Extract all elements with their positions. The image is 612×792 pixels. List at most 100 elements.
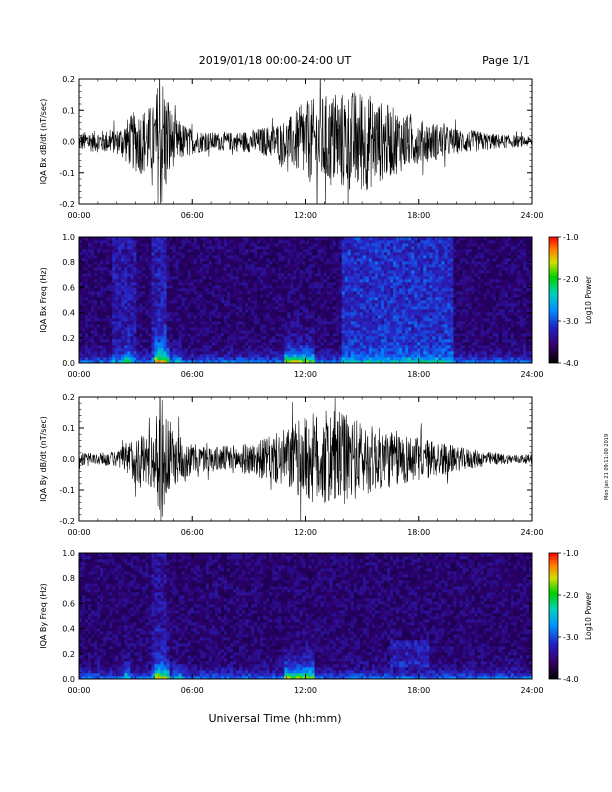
spectrogram-cell [359, 348, 364, 352]
spectrogram-cell [236, 258, 240, 262]
spectrogram-cell [326, 339, 331, 343]
spectrogram-cell [211, 324, 216, 328]
spectrogram-cell [338, 357, 343, 361]
spectrogram-cell [248, 246, 252, 250]
spectrogram-cell [356, 264, 361, 268]
spectrogram-cell [344, 243, 349, 247]
spectrogram-cell [208, 306, 213, 310]
spectrogram-cell [381, 309, 385, 313]
spectrogram-cell [85, 291, 89, 295]
spectrogram-cell [420, 252, 424, 256]
spectrogram-cell [290, 252, 294, 256]
spectrogram-cell [79, 306, 83, 310]
spectrogram-cell [118, 264, 122, 268]
spectrogram-cell [230, 261, 234, 265]
spectrogram-cell [365, 345, 370, 349]
spectrogram-cell [103, 240, 107, 244]
spectrogram-cell [190, 300, 195, 304]
spectrogram-cell [112, 279, 116, 283]
spectrogram-cell [148, 360, 152, 364]
spectrogram-cell [329, 354, 334, 358]
spectrogram-cell [202, 276, 207, 280]
spectrogram-cell [305, 276, 309, 280]
spectrogram-cell [88, 354, 92, 358]
spectrogram-cell [94, 360, 98, 364]
spectrogram-cell [205, 303, 210, 307]
spectrogram-cell [208, 264, 213, 268]
spectrogram-cell [181, 264, 186, 268]
spectrogram-cell [239, 285, 243, 289]
spectrogram-cell [311, 333, 315, 337]
spectrogram-cell [411, 279, 415, 283]
spectrogram-cell [242, 351, 246, 355]
spectrogram-cell [205, 261, 210, 265]
spectrogram-cell [272, 315, 276, 319]
spectrogram-cell [299, 276, 303, 280]
spectrogram-cell [193, 252, 198, 256]
spectrogram-cell [329, 321, 334, 325]
spectrogram-cell [193, 300, 198, 304]
spectrogram-cell [139, 294, 143, 298]
spectrogram-cell [374, 240, 379, 244]
spectrogram-cell [387, 279, 391, 283]
spectrogram-cell [242, 306, 246, 310]
spectrogram-cell [106, 267, 110, 271]
spectrogram-cell [381, 321, 385, 325]
spectrogram-cell [402, 252, 406, 256]
spectrogram-cell [414, 261, 418, 265]
spectrogram-cell [371, 357, 376, 361]
spectrogram-cell [302, 270, 306, 274]
spectrogram-cell [230, 282, 234, 286]
spectrogram-cell [217, 348, 222, 352]
spectrogram-cell [387, 255, 391, 259]
plot-frame [78, 78, 533, 205]
spectrogram-cell [217, 294, 222, 298]
spectrogram-cell [308, 267, 312, 271]
spectrogram-cell [94, 348, 98, 352]
spectrogram-cell [293, 264, 297, 268]
spectrogram-cell [263, 357, 267, 361]
spectrogram-cell [374, 303, 379, 307]
spectrogram-cell [133, 342, 137, 346]
spectrogram-cell [365, 276, 370, 280]
spectrogram-cell [79, 294, 83, 298]
spectrogram-cell [299, 318, 303, 322]
spectrogram-cell [205, 354, 210, 358]
spectrogram-cell [308, 270, 312, 274]
spectrogram-cell [350, 357, 355, 361]
spectrogram-cell [390, 354, 394, 358]
spectrogram-cell [214, 333, 219, 337]
spectrogram-cell [169, 348, 173, 352]
spectrogram-cell [223, 294, 228, 298]
spectrogram-cell [217, 357, 222, 361]
spectrogram-cell [423, 246, 427, 250]
spectrogram-cell [362, 249, 367, 253]
spectrogram-cell [127, 246, 131, 250]
spectrogram-cell [308, 291, 312, 295]
spectrogram-cell [393, 357, 397, 361]
spectrogram-cell [353, 306, 358, 310]
spectrogram-cell [287, 342, 291, 346]
spectrogram-cell [82, 246, 86, 250]
spectrogram-cell [169, 297, 173, 301]
spectrogram-cell [230, 351, 234, 355]
spectrogram-cell [344, 303, 349, 307]
spectrogram-cell [284, 324, 288, 328]
spectrogram-cell [190, 297, 195, 301]
spectrogram-cell [356, 267, 361, 271]
spectrogram-cell [299, 348, 303, 352]
spectrogram-cell [284, 288, 288, 292]
spectrogram-cell [133, 315, 137, 319]
spectrogram-cell [387, 294, 391, 298]
spectrogram-cell [217, 249, 222, 253]
spectrogram-cell [214, 237, 219, 241]
spectrogram-cell [305, 330, 309, 334]
spectrogram-cell [157, 333, 161, 337]
spectrogram-cell [139, 336, 143, 340]
spectrogram-cell [202, 282, 207, 286]
spectrogram-cell [100, 285, 104, 289]
spectrogram-cell [208, 315, 213, 319]
spectrogram-cell [408, 252, 412, 256]
spectrogram-cell [115, 333, 119, 337]
spectrogram-cell [148, 321, 152, 325]
